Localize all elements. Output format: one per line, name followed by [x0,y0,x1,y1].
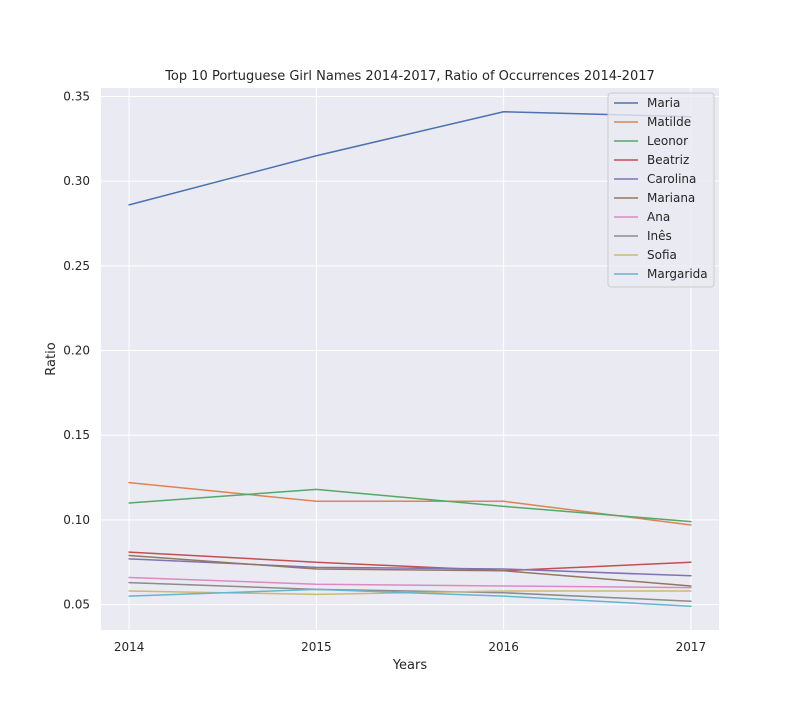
y-tick-label: 0.35 [63,89,90,103]
series-line-leonor [128,488,692,523]
x-tick-label: 2017 [676,640,707,654]
x-tick-label: 2016 [488,640,519,654]
legend-label-margarida: Margarida [647,267,708,281]
x-axis-title: Years [392,658,428,673]
legend-label-leonor: Leonor [647,134,688,148]
legend-label-sofia: Sofia [647,248,677,262]
y-axis-title: Ratio [44,342,59,375]
legend-label-matilde: Matilde [647,115,691,129]
y-tick-label: 0.05 [63,598,90,612]
grid-lines [101,88,719,630]
y-tick-label: 0.10 [63,513,90,527]
y-tick-label: 0.20 [63,344,90,358]
series-line-ana [128,576,692,589]
legend: Maria Matilde Leonor Beatriz Carolina Mariana… [607,92,715,288]
series-line-beatriz [128,551,692,572]
series-lines [128,110,692,608]
legend-label-beatriz: Beatriz [647,153,689,167]
series-line-matilde [128,481,692,526]
series-line-maria [128,110,692,206]
legend-label-maria: Maria [647,96,680,110]
series-line-ines [128,581,692,602]
legend-label-carolina: Carolina [647,172,696,186]
y-tick-label: 0.15 [63,428,90,442]
tick-labels: 2014 2015 2016 2017 0.05 0.10 0.15 0.20 0.25 0.30… [63,89,706,654]
legend-items: Maria Matilde Leonor Beatriz Carolina Mariana… [614,96,708,281]
x-tick-label: 2014 [114,640,145,654]
series-line-carolina [128,558,692,577]
series-line-mariana [128,554,692,587]
legend-label-ines: Inês [647,229,672,243]
x-tick-label: 2015 [301,640,332,654]
legend-label-mariana: Mariana [647,191,695,205]
y-tick-label: 0.30 [63,174,90,188]
legend-label-ana: Ana [647,210,670,224]
series-line-margarida [128,588,692,608]
y-tick-label: 0.25 [63,259,90,273]
chart-title: Top 10 Portuguese Girl Names 2014-2017, … [164,69,655,84]
